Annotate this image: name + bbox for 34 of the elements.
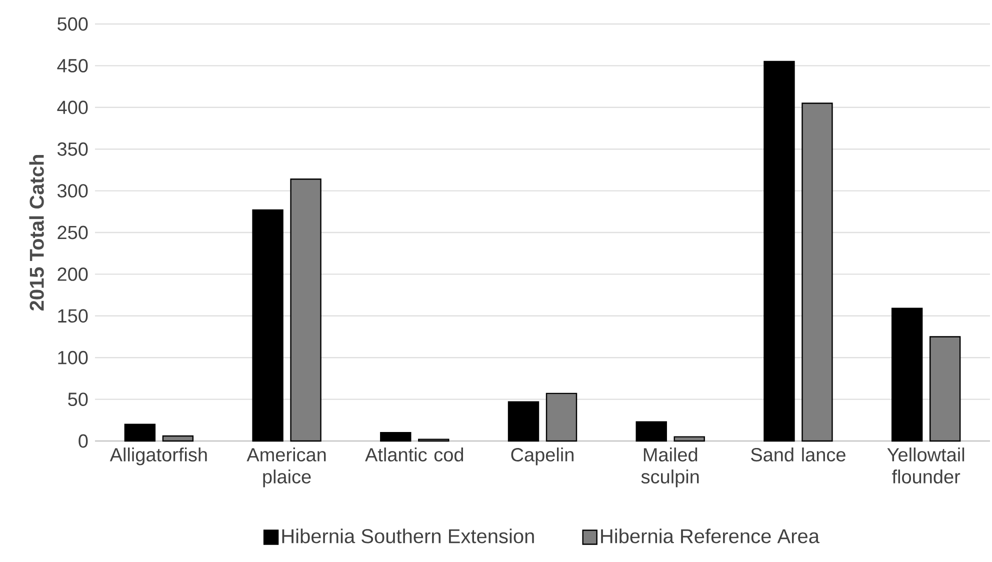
bar [636,421,667,442]
bar [380,432,412,442]
legend-label: Hibernia Reference Area [601,528,820,544]
y-tick-label: 500 [58,17,88,31]
x-tick-label: Yellowtail flounder [887,448,964,484]
y-tick-label: 300 [57,184,88,198]
bar [674,436,705,442]
x-tick-label: Sand lance [751,448,846,462]
x-tick-label: Mailed sculpin [641,448,699,488]
bar [124,424,156,442]
bar [802,102,833,442]
x-tick-label: Capelin [511,448,574,466]
bar [764,60,795,442]
y-tick-label: 100 [58,350,88,364]
bar [290,178,322,442]
bar [162,435,194,442]
y-tick-label: 450 [57,58,88,72]
bar [508,401,540,442]
bar [546,392,578,442]
y-tick-label: 50 [68,392,88,406]
y-tick-label: 0 [78,434,88,448]
bar [891,308,923,442]
y-tick-label: 350 [57,142,88,156]
y-axis-title: 2015 Total Catch [29,155,44,311]
y-tick-label: 250 [58,226,88,240]
y-tick-label: 400 [57,100,88,114]
bar [929,336,961,442]
x-tick-label: Alligatorfish [110,448,207,466]
x-tick-label: Atlantic cod [365,448,464,462]
y-tick-label: 200 [58,267,88,281]
bar [252,209,284,442]
y-tick-label: 150 [58,309,88,323]
x-tick-label: American plaice [246,448,326,488]
legend-label: Hibernia Southern Extension [282,528,534,544]
